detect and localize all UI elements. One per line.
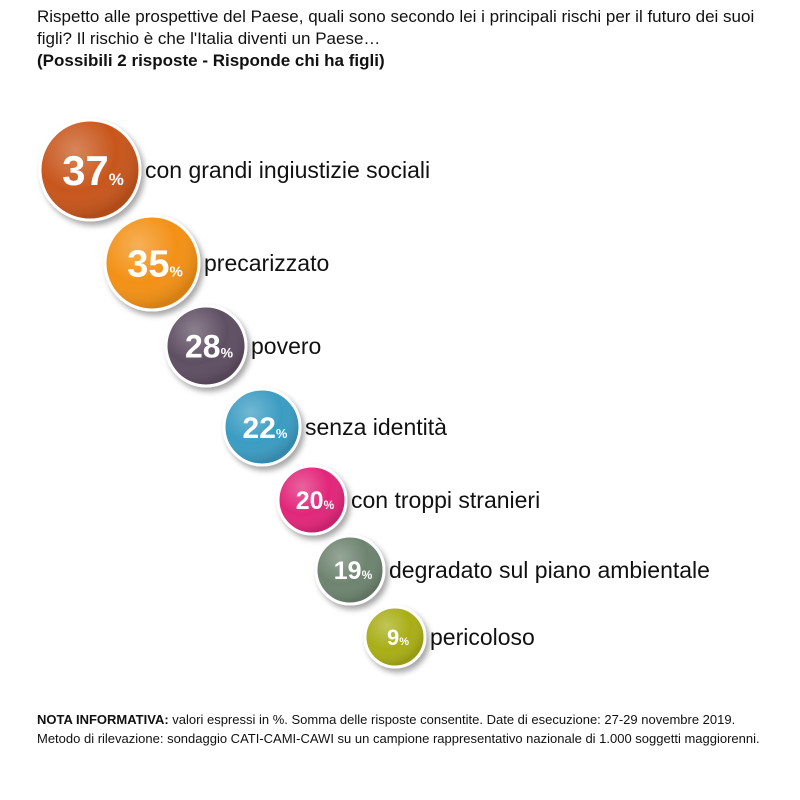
bubble-shine-0 (41, 121, 139, 219)
chart-instruction: (Possibili 2 risposte - Risponde chi ha … (37, 51, 385, 70)
bubble-label-3: senza identità (305, 414, 447, 440)
note-label: NOTA INFORMATIVA: (37, 712, 169, 727)
bubble-value-1: 35% (127, 244, 183, 286)
bubble-value-0: 37% (62, 147, 124, 194)
bubble-value-3: 22% (243, 412, 288, 445)
bubble-value-2: 28% (185, 329, 234, 365)
bubble-shine-4 (279, 467, 345, 533)
bubble-shine-1 (106, 217, 198, 309)
bubble-label-2: povero (251, 333, 321, 359)
bubbles-group: 37% con grandi ingiustizie sociali 35% prec… (38, 118, 710, 669)
bubble-shine-6 (366, 608, 424, 666)
bubble-shine-3 (225, 390, 299, 464)
bubble-label-4: con troppi stranieri (351, 487, 540, 513)
bubble-label-5: degradato sul piano ambientale (389, 557, 710, 583)
bubble-shine-5 (317, 537, 383, 603)
bubble-chart: 37% con grandi ingiustizie sociali 35% prec… (38, 118, 710, 669)
chart-header: Rispetto alle prospettive del Paese, qua… (37, 6, 777, 72)
bubble-shine-2 (167, 307, 245, 385)
bubble-value-6: 9% (387, 625, 409, 650)
info-note: NOTA INFORMATIVA: valori espressi in %. … (37, 710, 777, 748)
bubble-value-5: 19% (334, 557, 373, 585)
bubble-label-1: precarizzato (204, 250, 329, 276)
bubble-label-0: con grandi ingiustizie sociali (145, 157, 430, 183)
bubble-value-4: 20% (296, 487, 335, 515)
note-text: valori espressi in %. Somma delle rispos… (37, 712, 760, 746)
chart-question: Rispetto alle prospettive del Paese, qua… (37, 7, 755, 48)
bubble-label-6: pericoloso (430, 624, 535, 650)
